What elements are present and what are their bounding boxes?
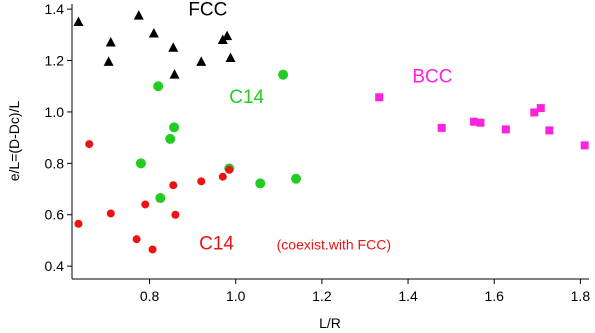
data-marks <box>73 10 589 254</box>
circle-marker <box>225 165 234 174</box>
annotation-label: FCC <box>188 0 227 21</box>
square-marker <box>545 126 554 135</box>
square-marker <box>580 141 589 150</box>
circle-marker <box>218 172 227 181</box>
x-tick-label: 1.6 <box>484 288 504 304</box>
triangle-marker <box>73 16 84 26</box>
circle-marker <box>135 158 146 169</box>
y-tick-label: 1.4 <box>45 1 65 17</box>
x-tick-label: 1.0 <box>226 288 246 304</box>
x-tick-label: 1.4 <box>398 288 418 304</box>
circle-marker <box>169 181 178 190</box>
y-axis-ticks: 0.4 0.6 0.8 1.0 1.2 1.4 <box>45 1 72 274</box>
annotation-label: C14 <box>199 233 234 254</box>
square-marker <box>375 93 384 102</box>
y-tick-label: 1.0 <box>45 104 65 120</box>
annotations: FCC BCC C14 C14 (coexist.with FCC) <box>188 0 452 254</box>
triangle-marker <box>133 10 144 20</box>
circle-marker <box>291 173 302 184</box>
y-tick-label: 0.6 <box>45 207 65 223</box>
triangle-marker <box>148 28 159 38</box>
square-marker <box>476 118 485 127</box>
circle-marker <box>132 235 141 244</box>
square-marker <box>536 104 545 113</box>
circle-marker <box>165 133 176 144</box>
annotation-label: (coexist.with FCC) <box>277 236 391 252</box>
triangle-marker <box>105 37 116 47</box>
x-tick-label: 1.8 <box>571 288 591 304</box>
triangle-marker <box>169 69 180 79</box>
x-axis-ticks: 0.8 1.0 1.2 1.4 1.6 1.8 <box>140 279 591 304</box>
y-tick-label: 0.4 <box>45 258 65 274</box>
triangle-marker <box>196 56 207 66</box>
circle-marker <box>278 69 289 80</box>
circle-marker <box>171 210 180 219</box>
circle-marker <box>169 122 180 133</box>
triangle-marker <box>103 56 114 66</box>
square-marker <box>501 125 510 134</box>
triangle-marker <box>168 42 179 52</box>
plot-area-frame <box>71 4 589 280</box>
y-tick-label: 0.8 <box>45 155 65 171</box>
circle-marker <box>74 219 83 228</box>
y-axis-title: e/L=(D-Dc)/L <box>6 101 22 182</box>
circle-marker <box>255 178 266 189</box>
circle-marker <box>153 81 164 92</box>
annotation-label: C14 <box>229 87 264 108</box>
triangle-marker <box>225 52 236 62</box>
square-marker <box>530 108 539 117</box>
circle-marker <box>106 209 115 218</box>
square-marker <box>469 117 478 126</box>
annotation-label: BCC <box>412 66 452 87</box>
x-axis-title: L/R <box>319 315 341 331</box>
x-tick-label: 0.8 <box>140 288 160 304</box>
circle-marker <box>85 140 94 149</box>
square-marker <box>437 123 446 132</box>
circle-marker <box>155 193 166 204</box>
circle-marker <box>141 200 150 209</box>
circle-marker <box>148 245 157 254</box>
y-tick-label: 1.2 <box>45 53 65 69</box>
circle-marker <box>197 177 206 186</box>
triangle-marker <box>222 30 233 41</box>
x-tick-label: 1.2 <box>312 288 332 304</box>
